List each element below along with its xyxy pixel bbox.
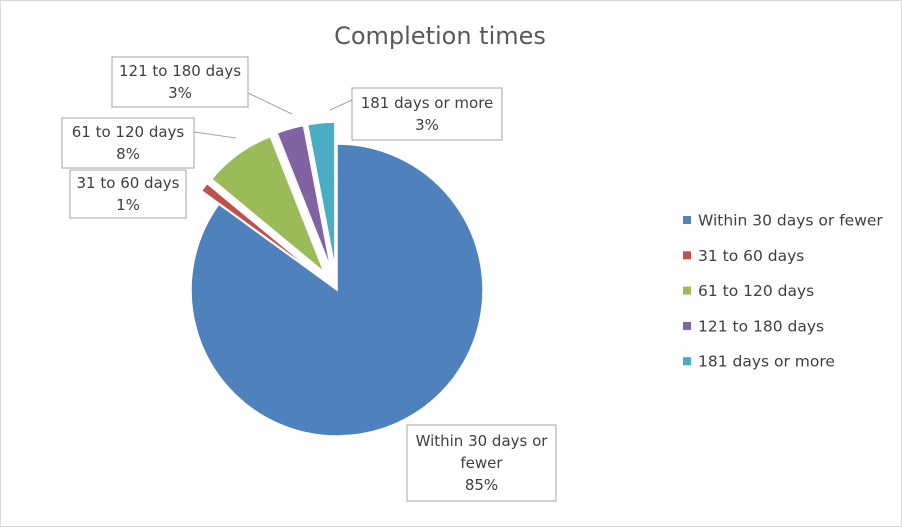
legend-label: 181 days or more [698,353,835,371]
legend-item-181-days-or-more: 181 days or more [683,353,835,371]
data-label-text: 31 to 60 days [77,174,180,192]
data-label-box [61,117,195,169]
data-label-text: 61 to 120 days [72,123,185,141]
data-label-text: Within 30 days or [416,432,549,450]
data-label-box [351,87,503,141]
pie-slice-31-to-60-days [200,182,321,278]
data-label-percent: 8% [116,145,140,163]
data-label-box [69,169,187,219]
legend-label: 121 to 180 days [698,317,824,335]
pie-slice-121-to-180-days [276,124,332,270]
legend-item-121-to-180-days: 121 to 180 days [683,317,824,335]
leader-line-61-to-120-days [193,131,237,139]
data-label-61-to-120-days: 61 to 120 days 8% [61,117,195,169]
pie-slice-61-to-120-days [210,135,325,273]
legend-label: 61 to 120 days [698,282,814,300]
legend-swatch [683,251,691,260]
data-label-percent: 85% [465,476,498,494]
legend-swatch [683,321,691,330]
legend-item-within-30-days-or-fewer: Within 30 days or fewer [683,212,883,230]
data-label-text: 121 to 180 days [119,62,241,80]
data-label-box [406,424,557,502]
data-label-text: fewer [460,454,503,472]
data-label-121-to-180-days: 121 to 180 days 3% [111,56,249,108]
pie-slice-181-days-or-more [306,121,336,269]
data-label-percent: 3% [168,84,192,102]
legend-swatch [683,286,691,295]
data-label-31-to-60-days: 31 to 60 days 1% [69,169,187,219]
pie-slice-within-30-days-or-fewer [190,143,484,437]
legend-swatch [683,357,691,366]
legend-item-31-to-60-days: 31 to 60 days [683,247,804,265]
leader-line-121-to-180-days [247,92,293,115]
legend-swatch [683,216,691,224]
legend-item-61-to-120-days: 61 to 120 days [683,282,814,300]
legend-label: Within 30 days or fewer [698,212,883,230]
data-label-percent: 1% [116,196,140,214]
chart-title: Completion times [334,22,546,50]
data-label-percent: 3% [415,116,439,134]
legend-label: 31 to 60 days [698,247,804,265]
data-label-box [111,56,249,108]
data-label-text: 181 days or more [361,94,494,112]
data-label-181-days-or-more: 181 days or more 3% [351,87,503,141]
leader-line-181-days-or-more [329,99,353,111]
data-label-within-30-days-or-fewer: Within 30 days or fewer 85% [406,424,557,502]
